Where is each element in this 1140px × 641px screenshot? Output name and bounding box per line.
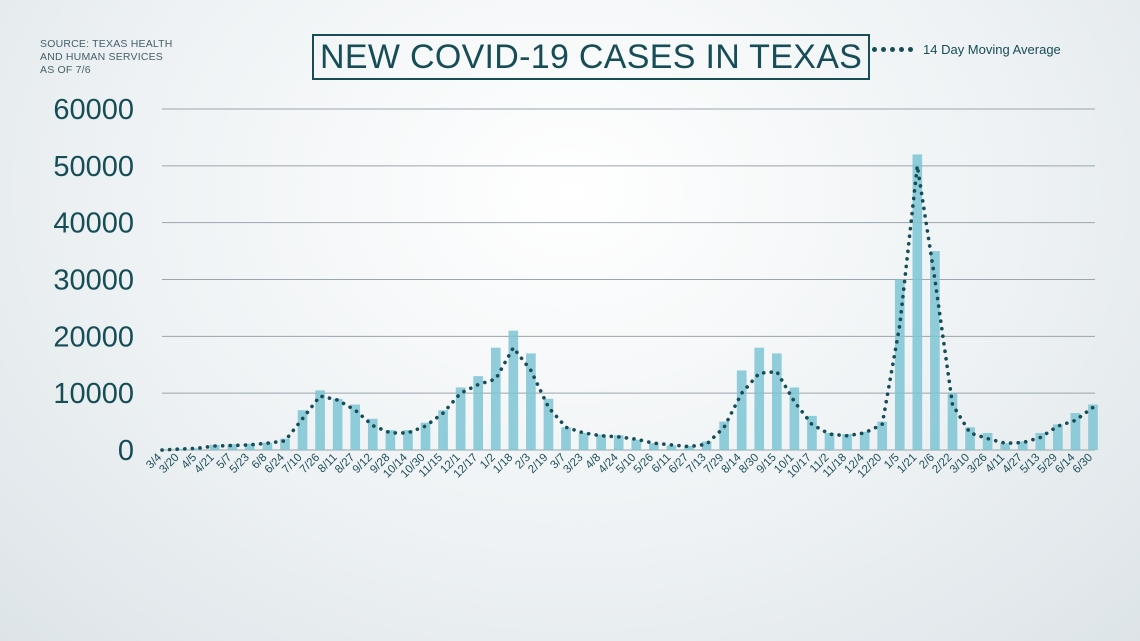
case-bar — [1070, 413, 1081, 450]
case-bar — [367, 418, 378, 450]
case-bar — [649, 443, 659, 450]
case-bar — [332, 398, 343, 450]
case-bar — [982, 432, 993, 450]
case-bar — [192, 448, 202, 450]
case-bar — [244, 443, 255, 450]
y-tick-label: 60000 — [53, 94, 134, 126]
case-bar — [315, 390, 325, 450]
case-bar — [403, 430, 413, 450]
case-bar — [490, 347, 501, 450]
source-note: SOURCE: TEXAS HEALTH AND HUMAN SERVICES … — [40, 38, 190, 77]
case-bar — [473, 376, 484, 450]
case-bar — [1088, 404, 1098, 450]
legend-label-moving-average: 14 Day Moving Average — [923, 41, 1061, 57]
moving-average-series — [160, 165, 1095, 452]
x-tick-label: 3/23 — [561, 452, 585, 476]
source-line-1: SOURCE: TEXAS HEALTH — [40, 38, 173, 50]
case-bar — [578, 432, 589, 450]
case-bar — [842, 434, 852, 450]
case-bar — [666, 445, 677, 450]
legend-dotted-line-icon — [872, 46, 913, 52]
case-bar — [438, 410, 448, 450]
y-axis-ticks: 0 10000 20000 30000 40000 50000 60000 — [53, 94, 134, 467]
case-bar — [631, 439, 642, 450]
case-bar — [227, 444, 238, 450]
source-line-3: AS OF 7/6 — [40, 64, 91, 76]
x-tick-label: 3/20 — [157, 452, 181, 476]
case-bar — [947, 393, 958, 450]
case-bar — [859, 431, 870, 450]
case-bar — [807, 415, 817, 450]
case-bar — [736, 370, 747, 450]
x-tick-label: 6/30 — [1071, 452, 1095, 476]
case-bar — [1035, 432, 1046, 450]
y-tick-label: 10000 — [53, 378, 134, 410]
case-bar — [350, 404, 361, 450]
case-bar — [684, 446, 694, 450]
moving-average-line — [160, 165, 1095, 452]
case-bar — [877, 421, 888, 450]
x-tick-label: 5/23 — [228, 452, 252, 476]
case-bar — [262, 442, 273, 450]
case-bar — [789, 387, 800, 450]
case-bar — [455, 387, 466, 450]
case-bar — [771, 353, 782, 450]
case-bar — [1053, 424, 1063, 450]
x-axis-ticks: 3/43/204/54/215/75/236/86/247/107/268/11… — [144, 451, 1095, 480]
case-bar — [824, 432, 835, 450]
case-bar — [965, 427, 975, 450]
case-bar — [1017, 441, 1028, 450]
x-tick-label: 2/19 — [526, 452, 550, 476]
case-bar — [894, 279, 905, 450]
chart-title: NEW COVID-19 CASES IN TEXAS — [312, 34, 871, 80]
source-line-2: AND HUMAN SERVICES — [40, 51, 164, 63]
daily-case-bars — [174, 154, 1098, 450]
legend: 14 Day Moving Average — [872, 40, 1061, 58]
case-bar — [385, 430, 396, 450]
case-bar — [596, 434, 606, 450]
case-bar — [543, 398, 554, 450]
case-bar — [526, 353, 536, 450]
case-bar — [280, 438, 290, 450]
y-tick-label: 0 — [118, 435, 134, 467]
y-tick-label: 40000 — [53, 208, 134, 240]
case-bar — [1000, 443, 1011, 450]
y-tick-label: 30000 — [53, 265, 134, 297]
x-tick-label: 4/21 — [193, 452, 217, 476]
y-tick-label: 50000 — [53, 151, 134, 183]
case-bar — [930, 251, 940, 450]
case-bar — [719, 421, 729, 450]
case-bar — [508, 330, 519, 450]
case-bar — [701, 441, 712, 450]
x-tick-label: 1/18 — [491, 452, 515, 476]
case-bar — [174, 448, 185, 450]
case-bar — [613, 435, 624, 450]
case-bar — [561, 427, 571, 450]
case-bar — [420, 422, 431, 450]
case-bar — [297, 410, 308, 450]
case-bar — [912, 154, 923, 450]
x-tick-label: 1/21 — [895, 452, 919, 476]
y-tick-label: 20000 — [53, 321, 134, 353]
case-bar — [754, 347, 765, 450]
